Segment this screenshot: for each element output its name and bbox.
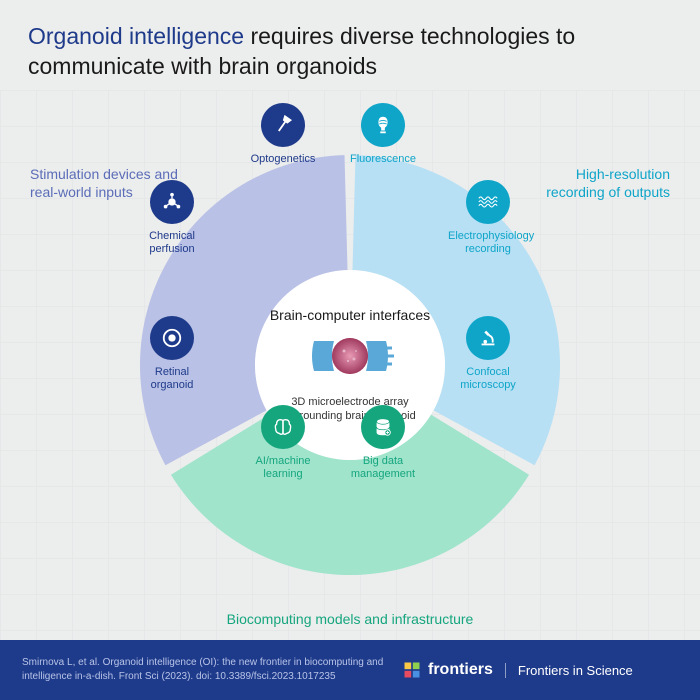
title-highlight: Organoid intelligence: [28, 23, 244, 49]
brand-name: frontiers: [428, 661, 493, 679]
brand: frontiers Frontiers in Science: [402, 660, 633, 680]
frontiers-logo-icon: [402, 660, 422, 680]
organoid-interface-icon: [306, 331, 394, 381]
sector-label-biocomputing: Biocomputing models and infrastructure: [190, 610, 510, 628]
node-label-retinal-organoid: Retinal organoid: [132, 366, 212, 392]
node-electrophysiology: Electrophysiology recording: [448, 180, 528, 256]
node-optogenetics: Optogenetics: [243, 103, 323, 166]
node-big-data: Big data management: [343, 405, 423, 481]
center-title: Brain-computer interfaces: [270, 307, 430, 323]
node-retinal-organoid: Retinal organoid: [132, 316, 212, 392]
node-label-big-data: Big data management: [343, 455, 423, 481]
node-label-fluorescence: Fluorescence: [343, 153, 423, 166]
brain-icon: [261, 405, 305, 449]
footer: Smirnova L, et al. Organoid intelligence…: [0, 640, 700, 700]
database-icon: [361, 405, 405, 449]
eye-icon: [150, 316, 194, 360]
node-chemical-perfusion: Chemical perfusion: [132, 180, 212, 256]
flashlight-icon: [261, 103, 305, 147]
citation: Smirnova L, et al. Organoid intelligence…: [22, 656, 402, 684]
microscope-icon: [466, 316, 510, 360]
node-label-ai-ml: AI/machine learning: [243, 455, 323, 481]
brand-sub: Frontiers in Science: [505, 663, 633, 678]
node-fluorescence: Fluorescence: [343, 103, 423, 166]
wave-icon: [466, 180, 510, 224]
molecule-icon: [150, 180, 194, 224]
bulb-icon: [361, 103, 405, 147]
frontiers-logo: frontiers: [402, 660, 493, 680]
page-title: Organoid intelligence requires diverse t…: [28, 22, 672, 82]
node-confocal-microscopy: Confocal microscopy: [448, 316, 528, 392]
diagram: Stimulation devices and real-world input…: [0, 90, 700, 640]
node-label-electrophysiology: Electrophysiology recording: [448, 230, 528, 256]
node-label-chemical-perfusion: Chemical perfusion: [132, 230, 212, 256]
node-label-optogenetics: Optogenetics: [243, 153, 323, 166]
sector-label-outputs: High-resolution recording of outputs: [520, 165, 670, 201]
node-label-confocal-microscopy: Confocal microscopy: [448, 366, 528, 392]
node-ai-ml: AI/machine learning: [243, 405, 323, 481]
